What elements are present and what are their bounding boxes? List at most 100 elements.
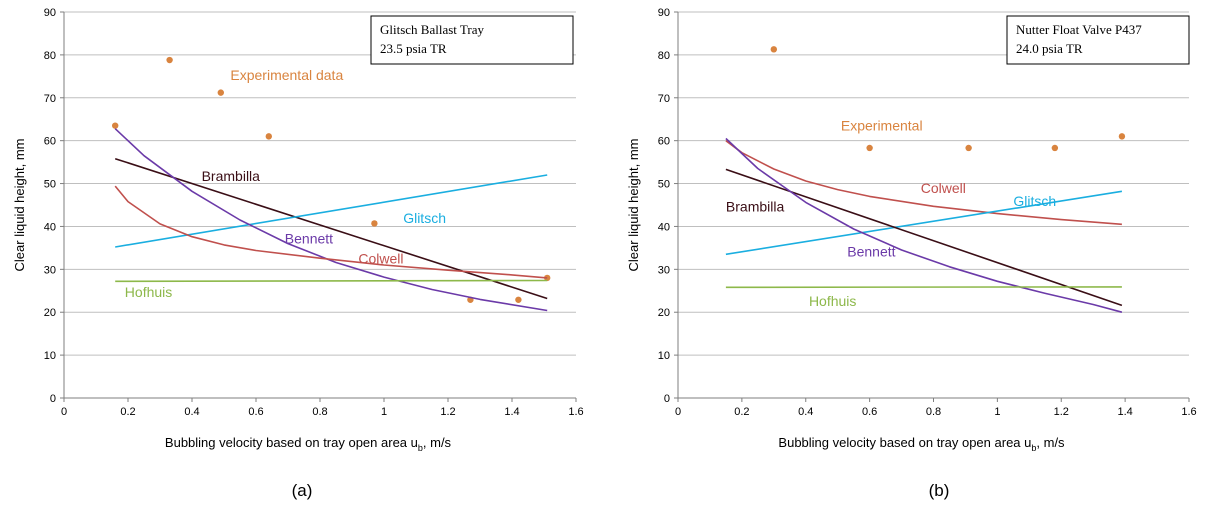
- series-label-bennett: Bennett: [285, 231, 333, 247]
- y-tick-label: 50: [44, 179, 56, 191]
- info-box: Glitsch Ballast Tray 23.5 psia TR: [370, 15, 574, 65]
- series-line-brambilla: [114, 157, 548, 300]
- series-line-bennett: [114, 128, 548, 312]
- data-point-experimental: [1118, 133, 1126, 140]
- series-brambilla: [114, 157, 548, 300]
- series-label-hofhuis: Hofhuis: [809, 293, 856, 309]
- x-tick-label: 1.4: [504, 406, 519, 418]
- y-tick-label: 90: [44, 7, 56, 19]
- gridlines: [678, 11, 1189, 356]
- series-line-glitsch: [725, 190, 1123, 256]
- y-tick-label: 40: [44, 221, 56, 233]
- x-tick-label: 1: [381, 406, 387, 418]
- series-label-hofhuis: Hofhuis: [125, 284, 172, 300]
- x-tick-label: 0.2: [734, 406, 749, 418]
- y-tick-label: 70: [44, 93, 56, 105]
- series-label-experimental-data: Experimental data: [230, 67, 343, 83]
- data-point-experimental-data: [265, 133, 272, 140]
- series-line-colwell: [114, 185, 548, 279]
- data-point-experimental: [965, 144, 972, 152]
- x-tick-label: 0: [675, 406, 681, 418]
- series-line-hofhuis: [115, 279, 548, 283]
- data-point-experimental-data: [544, 274, 551, 282]
- y-tick-label: 80: [44, 50, 56, 62]
- x-axis-label-main: Bubbling velocity based on tray open are…: [165, 435, 418, 450]
- y-tick-label: 20: [658, 307, 670, 319]
- series-bennett: [114, 128, 548, 312]
- x-tick-label: 1.2: [1054, 406, 1069, 418]
- x-tick-label: 0.4: [798, 406, 813, 418]
- series-colwell: [725, 140, 1122, 226]
- x-axis-label: Bubbling velocity based on tray open are…: [165, 435, 452, 453]
- x-tick-label: 0.2: [120, 406, 135, 418]
- x-tick-label: 1.6: [1181, 406, 1196, 418]
- series-glitsch: [725, 190, 1123, 256]
- data-point-experimental-data: [515, 296, 522, 303]
- y-tick-label: 60: [658, 136, 670, 148]
- y-tick-label: 90: [658, 7, 670, 19]
- series-line-bennett: [725, 137, 1123, 313]
- series-experimental-data: [112, 56, 551, 303]
- y-tick-label: 80: [658, 50, 670, 62]
- x-axis-label-suffix: , m/s: [423, 435, 452, 450]
- y-tick-label: 0: [50, 393, 56, 405]
- info-box-line: 24.0 psia TR: [1016, 41, 1083, 56]
- info-box: Nutter Float Valve P437 24.0 psia TR: [1006, 15, 1190, 65]
- info-box-line: 23.5 psia TR: [380, 41, 447, 56]
- x-tick-label: 0.8: [926, 406, 941, 418]
- series-label-colwell: Colwell: [921, 180, 966, 196]
- y-tick-label: 20: [44, 307, 56, 319]
- x-axis-label-subscript: b: [1031, 443, 1036, 453]
- series-experimental: [770, 46, 1126, 152]
- y-tick-label: 10: [44, 350, 56, 362]
- x-axis-label-main: Bubbling velocity based on tray open are…: [778, 435, 1031, 450]
- y-tick-label: 50: [658, 179, 670, 191]
- y-tick-label: 30: [658, 264, 670, 276]
- chart-panel-b: 0 10 20 30 40 50 60 70 80 90 0 0.2 0.4 0.6 0.8 1 1.2 1.4 1…: [626, 7, 1197, 500]
- info-box-line: Nutter Float Valve P437: [1016, 22, 1142, 37]
- panel-label: (a): [292, 481, 313, 500]
- data-point-experimental-data: [166, 56, 173, 64]
- x-axis-label: Bubbling velocity based on tray open are…: [778, 435, 1065, 453]
- x-tick-label: 1: [994, 406, 1000, 418]
- y-axis-label: Clear liquid height, mm: [626, 139, 641, 272]
- data-point-experimental-data: [217, 89, 224, 96]
- y-tick-label: 40: [658, 221, 670, 233]
- panel-label: (b): [929, 481, 950, 500]
- x-axis-label-suffix: , m/s: [1036, 435, 1065, 450]
- x-tick-label: 1.4: [1117, 406, 1132, 418]
- y-tick-label: 0: [664, 393, 670, 405]
- y-tick-label: 30: [44, 264, 56, 276]
- y-tick-label: 10: [658, 350, 670, 362]
- x-tick-label: 0: [61, 406, 67, 418]
- series-line-colwell: [725, 140, 1122, 226]
- data-point-experimental: [866, 144, 873, 152]
- x-tick-label: 1.2: [440, 406, 455, 418]
- info-box-frame: [1006, 15, 1190, 65]
- x-tick-label: 0.6: [248, 406, 263, 418]
- info-box-line: Glitsch Ballast Tray: [380, 22, 485, 37]
- series-label-glitsch: Glitsch: [403, 210, 446, 226]
- x-tick-label: 0.4: [184, 406, 199, 418]
- gridlines: [64, 11, 576, 356]
- info-box-frame: [370, 15, 574, 65]
- series-label-colwell: Colwell: [358, 250, 403, 266]
- data-point-experimental-data: [112, 122, 119, 129]
- y-tick-label: 70: [658, 93, 670, 105]
- x-tick-label: 1.6: [568, 406, 583, 418]
- data-point-experimental-data: [371, 220, 378, 227]
- data-point-experimental: [770, 46, 778, 53]
- data-point-experimental: [1051, 144, 1059, 152]
- x-tick-label: 0.6: [862, 406, 877, 418]
- series-label-brambilla: Brambilla: [726, 198, 785, 214]
- series-label-experimental: Experimental: [841, 117, 923, 133]
- series-bennett: [725, 137, 1123, 313]
- y-tick-label: 60: [44, 136, 56, 148]
- chart-panel-a: 0 10 20 30 40 50 60 70 80 90 0 0.2 0.4 0.6 0.8 1 1.2 1.4 1…: [12, 7, 584, 500]
- series-hofhuis: [115, 279, 548, 283]
- series-label-bennett: Bennett: [847, 243, 895, 259]
- x-axis-label-subscript: b: [418, 443, 423, 453]
- series-colwell: [114, 185, 548, 279]
- y-axis-label: Clear liquid height, mm: [12, 139, 27, 272]
- x-tick-label: 0.8: [312, 406, 327, 418]
